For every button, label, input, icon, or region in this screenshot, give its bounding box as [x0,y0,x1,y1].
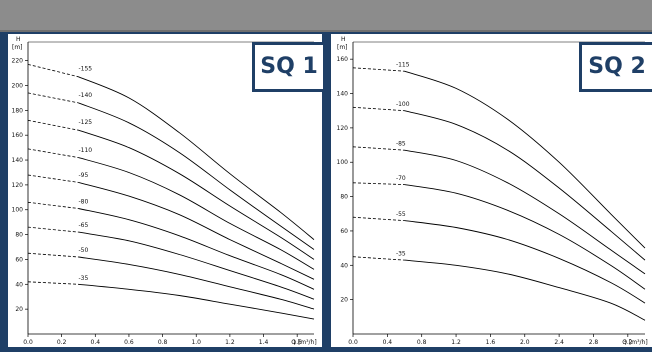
sq1-series-5-label: -80 [78,198,88,205]
sq2-x-tick-label: 2.0 [520,339,530,346]
sq1-x-tick-label: 0.8 [158,339,168,346]
sq1-x-tick-label: 1.6 [292,339,302,346]
sq2-series-4-label: -55 [396,211,406,218]
sq1-series-5-shutoff [27,201,79,209]
sq1-y-tick-label: 40 [15,281,23,288]
sq1-series-7-label: -50 [78,247,88,254]
sq2-y-tick-label: 160 [337,56,349,63]
sq2-x-tick-label: 0.0 [348,339,358,346]
sq2-y-tick-label: 100 [337,159,349,166]
sq1-series-0-curve [78,76,315,240]
sq2-series-0-label: -115 [396,62,410,69]
sq1-series-7-curve [78,256,315,310]
sq1-x-tick-label: 1.4 [259,339,269,346]
sq1-y-tick-label: 180 [12,107,24,114]
sq1-series-0-label: -155 [78,65,92,72]
sq1-series-1-label: -140 [78,92,92,99]
sq2-chart: 20 40 60 80 100 120 140 160 0.0 0.4 0.8 1.2 1.6 2.0 2.… [337,36,648,346]
sq1-series-6-label: -65 [78,222,88,229]
sq2-series-3-label: -70 [396,175,406,182]
sq2-series-0-shutoff [352,67,405,72]
sq1-chart: 20 40 60 80 100 120 140 160 180 200 220 0.0 0.2 0.4 0.… [12,36,317,346]
sq1-series-8-label: -35 [78,275,88,282]
sq2-y-tick-label: 80 [340,194,348,201]
sq1-series-3-label: -110 [78,147,92,154]
sq2-x-tick-label: 1.2 [451,339,461,346]
sq1-series-0-shutoff [27,64,79,78]
sq1-y-tick-label: 140 [12,157,24,164]
sq1-y-tick-label: 80 [15,232,23,239]
sq2-series-3-curve [404,184,646,290]
sq1-y-tick-label: 220 [12,58,24,65]
sq1-series-6-shutoff [27,226,79,233]
sq1-series-6-curve [78,231,315,300]
sq2-y-axis-unit: [m] [337,44,348,51]
sq1-x-tick-label: 1.0 [191,339,201,346]
sq2-x-tick-label: 2.8 [589,339,599,346]
sq2-x-axis-label: Q [m³/h] [622,339,647,346]
sq2-x-tick-label: 2.4 [554,339,564,346]
sq1-series-8-curve [78,283,315,320]
sq1-x-tick-label: 0.0 [23,339,33,346]
sq1-series-3-shutoff [27,148,79,158]
sq2-chart-panel: 20 40 60 80 100 120 140 160 0.0 0.4 0.8 1.2 1.6 2.0 2.… [331,34,652,347]
sq1-y-axis-unit: [m] [12,44,23,51]
sq1-series-4-label: -95 [78,172,88,179]
sq2-series-1-curve [404,110,646,261]
sq1-series-7-shutoff [27,252,79,258]
sq2-series-0-curve [404,70,646,249]
sq1-series-2-curve [78,129,315,260]
sq2-y-tick-label: 40 [340,262,348,269]
sq1-title-badge: SQ 1 [252,42,326,92]
sq1-series-2-shutoff [27,119,79,131]
sq2-series-5-label: -35 [396,250,406,257]
sq2-y-tick-label: 120 [337,125,349,132]
sq2-y-tick-label: 140 [337,91,349,98]
sq1-series-2-label: -125 [78,119,92,126]
sq2-series-4-curve [404,220,646,304]
sq1-x-tick-label: 1.2 [225,339,235,346]
sq2-title-badge: SQ 2 [579,42,652,92]
sq1-y-axis-symbol: H [16,36,21,43]
sq2-series-5-shutoff [352,256,405,261]
sq1-series-3-curve [78,157,315,270]
sq2-y-tick-label: 20 [340,297,348,304]
sq2-y-axis-symbol: H [341,36,346,43]
sq1-series-4-curve [78,181,315,280]
sq2-series-1-shutoff [352,106,405,112]
sq1-x-tick-label: 0.4 [91,339,101,346]
sq1-series-1-curve [78,102,315,250]
sq1-y-tick-label: 120 [12,182,24,189]
top-bar [0,0,652,32]
sq2-series-2-label: -85 [396,141,406,148]
sq1-series-5-curve [78,208,315,290]
sq2-series-3-shutoff [352,182,405,185]
sq2-series-5-curve [404,259,646,321]
sq2-series-2-shutoff [352,146,405,151]
sq1-y-tick-label: 60 [15,256,23,263]
sq2-y-tick-label: 60 [340,228,348,235]
sq2-series-1-label: -100 [396,101,410,108]
sq1-y-tick-label: 20 [15,306,23,313]
sq1-x-tick-label: 0.6 [124,339,134,346]
sq1-y-tick-label: 100 [12,207,24,214]
sq1-series-8-shutoff [27,281,79,285]
sq1-chart-panel: 20 40 60 80 100 120 140 160 180 200 220 0.0 0.2 0.4 0.… [8,34,326,347]
sq2-x-tick-label: 1.6 [486,339,496,346]
sq1-y-tick-label: 200 [12,82,24,89]
sq2-series-4-shutoff [352,216,405,221]
sq1-x-axis-label: Q [m³/h] [291,339,316,346]
sq1-y-tick-label: 160 [12,132,24,139]
sq2-x-tick-label: 0.8 [417,339,427,346]
sq2-x-tick-label: 3.2 [623,339,633,346]
sq1-x-tick-label: 0.2 [57,339,67,346]
sq2-x-tick-label: 0.4 [383,339,393,346]
sq2-series-2-curve [404,149,646,275]
sq1-series-1-shutoff [27,92,79,104]
sq1-series-4-shutoff [27,174,79,183]
